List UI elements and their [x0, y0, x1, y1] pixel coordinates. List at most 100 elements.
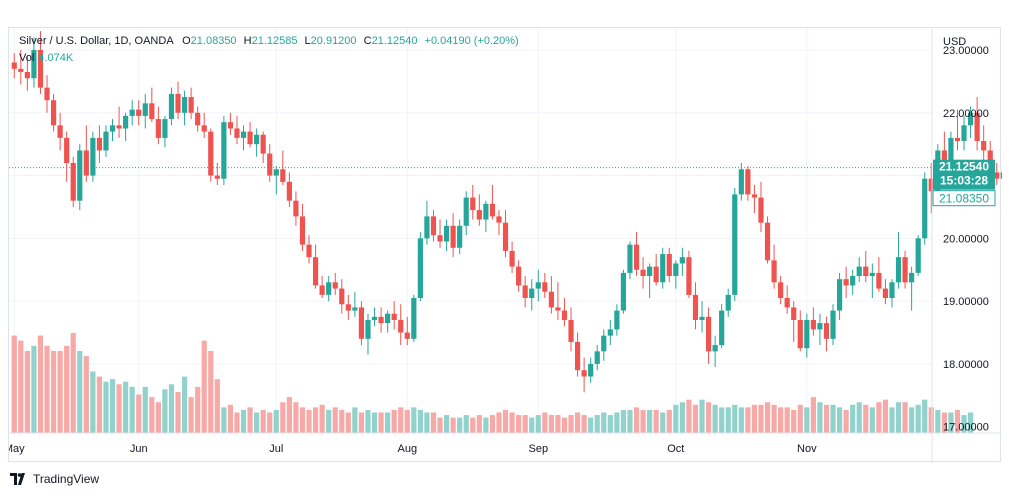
candle-body [96, 137, 103, 151]
candle-body [214, 175, 220, 179]
time-tick-label: Oct [667, 443, 684, 455]
symbol-title[interactable]: Silver / U.S. Dollar, 1D, OANDA [19, 35, 174, 47]
candle [299, 203, 306, 251]
candle-body [876, 272, 882, 289]
candle-body [627, 244, 633, 273]
volume-label[interactable]: Vol [19, 52, 35, 64]
candle-body [129, 109, 135, 116]
volume-bar [778, 407, 784, 433]
volume-bar [581, 415, 587, 433]
volume-bar [666, 409, 672, 433]
candle [371, 307, 378, 327]
price-tick-label: 19.00000 [943, 296, 989, 308]
volume-bar [679, 402, 685, 433]
candle [312, 244, 319, 289]
candle-body [882, 288, 889, 298]
volume-bar [254, 412, 260, 433]
candle [836, 272, 843, 320]
candle-body [195, 112, 201, 126]
candle [129, 100, 135, 126]
volume-bar [496, 412, 502, 433]
volume-bar [404, 409, 410, 433]
volume-bar [555, 415, 561, 433]
volume-bar [692, 404, 699, 433]
candle [719, 304, 725, 349]
volume-bar [240, 409, 247, 433]
volume-bar [935, 409, 941, 433]
volume-bar [529, 417, 535, 433]
candle-body [836, 279, 843, 311]
candle-body [725, 294, 731, 311]
candle-body [830, 310, 836, 339]
chart-canvas[interactable]: USD 23.0000022.0000021.0000020.0000019.0… [9, 28, 1002, 463]
volume-bar [758, 404, 764, 433]
candle [457, 219, 463, 255]
candle [443, 219, 450, 251]
volume-bar [247, 407, 253, 433]
candle-body [391, 313, 397, 320]
candle-body [751, 194, 758, 198]
candle [293, 191, 299, 226]
candle [267, 144, 273, 182]
candle-body [817, 323, 823, 330]
volume-bar [889, 407, 895, 433]
ohlc-legend: Silver / U.S. Dollar, 1D, OANDA O21.0835… [19, 35, 519, 47]
volume-bar [725, 407, 731, 433]
candle-body [699, 316, 705, 320]
candle [633, 232, 640, 277]
volume-bar [358, 412, 365, 433]
time-scale-ticks[interactable]: May Jun Jul Aug Sep Oct Nov [9, 443, 817, 455]
candle [915, 235, 921, 277]
candle [489, 184, 496, 220]
volume-bar [424, 412, 430, 433]
tradingview-logo-icon[interactable] [10, 473, 28, 485]
candle [247, 122, 253, 148]
candle-body [738, 169, 744, 195]
candle-body [568, 319, 574, 342]
candle-body [24, 71, 30, 79]
prev-close-label: 21.08350 [939, 192, 989, 206]
candle [660, 247, 666, 289]
brand-name[interactable]: TradingView [33, 472, 100, 486]
volume-bar [941, 412, 947, 433]
prev-close-badge: 21.08350 [932, 190, 996, 207]
time-tick-label: Nov [797, 443, 817, 455]
volume-bar [876, 402, 882, 433]
volume-bar [784, 407, 790, 433]
candle-body [653, 266, 659, 283]
candle [306, 235, 312, 264]
volume-bar [548, 415, 554, 433]
volume-bar [850, 404, 856, 433]
volume-bar [345, 412, 351, 433]
volume-bar [954, 409, 961, 433]
candle [195, 106, 201, 132]
candle [149, 87, 155, 123]
volume-bar [430, 412, 437, 433]
candle-body [286, 181, 292, 201]
candle [123, 112, 129, 142]
candle-body [404, 332, 410, 339]
candle-body [319, 285, 325, 295]
candle-body [155, 119, 161, 138]
candle-body [116, 125, 122, 129]
candle-body [869, 272, 875, 277]
candle-body [168, 93, 175, 120]
candle [876, 257, 882, 292]
open-value: 21.08350 [190, 35, 237, 47]
volume-bar [385, 412, 391, 433]
price-tick-label: 23.00000 [943, 45, 989, 57]
price-scale-ticks[interactable]: 23.0000022.0000021.0000020.0000019.00000… [943, 45, 989, 434]
candle-body [850, 276, 856, 286]
chart-frame[interactable]: USD 23.0000022.0000021.0000020.0000019.0… [8, 27, 1002, 463]
candle-body [588, 363, 594, 377]
candle-body [345, 304, 351, 311]
candle-body [142, 103, 148, 116]
open-label: O [182, 35, 191, 47]
candle [214, 163, 220, 185]
candle-body [411, 298, 417, 339]
volume-bar [175, 391, 181, 433]
candle [647, 263, 653, 298]
candle-body [778, 282, 784, 298]
candle [679, 247, 685, 277]
volume-bar [417, 409, 423, 433]
